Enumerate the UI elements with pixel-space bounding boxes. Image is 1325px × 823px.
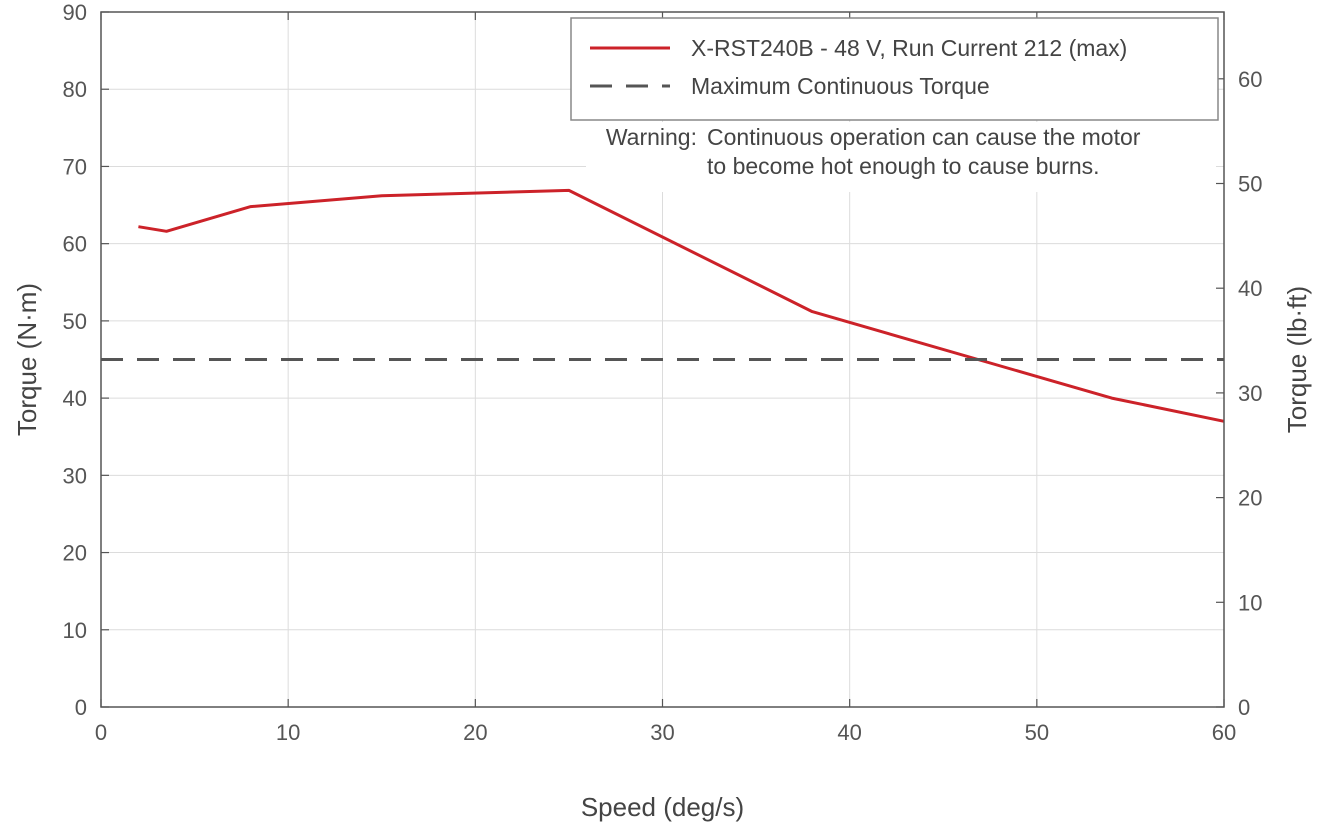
y2-tick-label: 0 (1238, 695, 1250, 720)
y-tick-label: 0 (75, 695, 87, 720)
legend-box (570, 17, 1219, 121)
y-tick-label: 20 (63, 541, 87, 566)
x-tick-label: 20 (463, 720, 487, 745)
y-tick-label: 30 (63, 463, 87, 488)
y-axis-label: Torque (N·m) (12, 283, 42, 436)
x-tick-label: 30 (650, 720, 674, 745)
y-tick-label: 50 (63, 309, 87, 334)
warning-background (586, 122, 1216, 192)
y2-axis-label: Torque (lb·ft) (1282, 286, 1312, 433)
x-tick-label: 10 (276, 720, 300, 745)
y2-tick-label: 50 (1238, 171, 1262, 196)
y-tick-label: 90 (63, 0, 87, 25)
tick-labels: 0 10 20 30 40 50 60010203040506070809001020304… (63, 0, 1263, 745)
legend: X-RST240B - 48 V, Run Current 212 (max) … (570, 17, 1219, 121)
y-tick-label: 60 (63, 232, 87, 257)
y2-tick-label: 60 (1238, 67, 1262, 92)
y2-tick-label: 10 (1238, 590, 1262, 615)
x-tick-label: 60 (1212, 720, 1236, 745)
warning-annotation: Warning: Continuous operation can cause … (586, 122, 1216, 192)
warning-line-1: Continuous operation can cause the motor (707, 124, 1141, 150)
y-tick-label: 10 (63, 618, 87, 643)
y-tick-label: 80 (63, 77, 87, 102)
x-tick-label: 40 (837, 720, 861, 745)
x-tick-label: 0 (95, 720, 107, 745)
x-axis-label: Speed (deg/s) (581, 792, 744, 822)
warning-line-2: to become hot enough to cause burns. (707, 153, 1100, 179)
y2-tick-label: 40 (1238, 276, 1262, 301)
x-tick-label: 50 (1025, 720, 1049, 745)
warning-label: Warning: (606, 124, 697, 150)
series-layer (101, 188, 1225, 423)
y-tick-label: 40 (63, 386, 87, 411)
y-tick-label: 70 (63, 154, 87, 179)
series-line-torque-curve (138, 188, 1225, 423)
legend-entry-torque-curve: X-RST240B - 48 V, Run Current 212 (max) (691, 35, 1127, 61)
y2-tick-label: 20 (1238, 486, 1262, 511)
legend-entry-max-continuous: Maximum Continuous Torque (691, 73, 990, 99)
y2-tick-label: 30 (1238, 381, 1262, 406)
